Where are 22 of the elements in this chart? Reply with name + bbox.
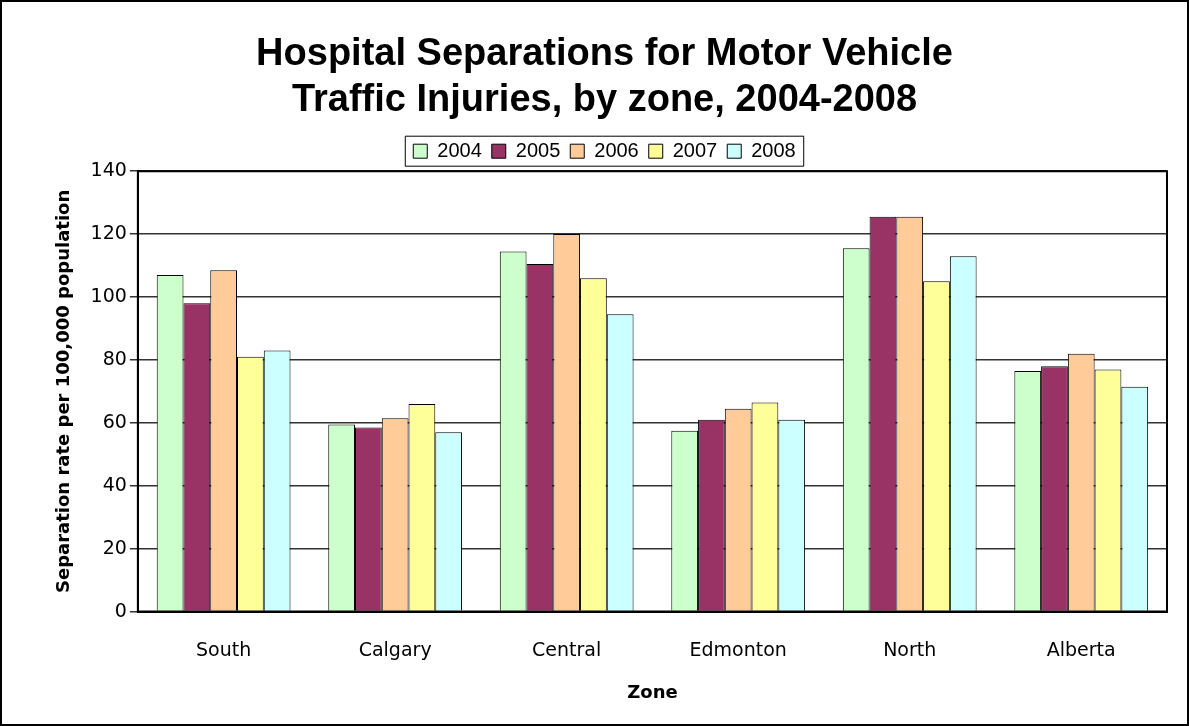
y-tick-label: 140 [90,158,127,181]
y-tick-label: 60 [102,409,127,432]
y-tick-label: 100 [90,283,127,306]
x-tick-label: North [883,637,937,660]
x-tick-label: Alberta [1046,637,1116,660]
legend-label: 2005 [515,138,561,161]
legend-label: 2004 [437,138,482,161]
x-tick-label: South [196,637,252,660]
y-tick-label: 40 [102,472,127,495]
legend-label: 2007 [672,138,718,161]
legend-label: 2008 [751,138,796,161]
chart-title: Hospital Separations for Motor Vehicle Traffic Injuries, by zone, 2004-2008 [256,31,953,119]
y-tick-label: 80 [102,346,127,369]
y-tick-label: 20 [102,535,127,558]
y-tick-label: 0 [114,598,127,621]
x-tick-label: Edmonton [689,637,787,660]
x-tick-label: Calgary [358,637,432,660]
y-axis-title: Separation rate per 100,000 population [52,189,74,594]
y-tick-label: 120 [90,221,127,244]
x-axis-title: Zone [627,680,678,702]
x-tick-label: Central [532,637,602,660]
legend-label: 2006 [594,138,639,161]
